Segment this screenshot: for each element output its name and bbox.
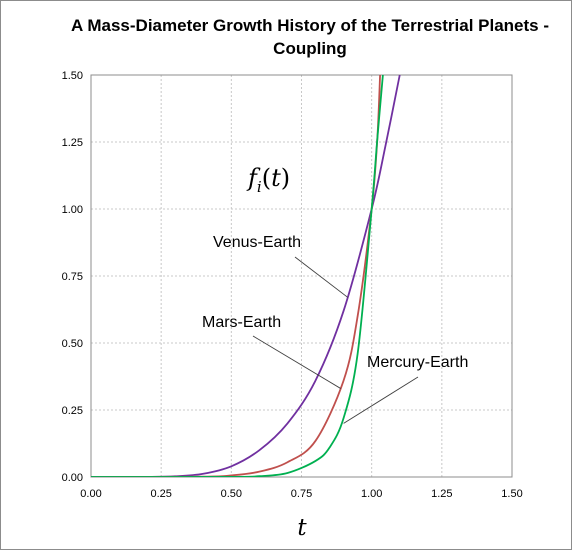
- x-tick-label: 1.50: [501, 488, 522, 500]
- grid-lines: [91, 75, 512, 477]
- y-tick-label: 1.25: [62, 137, 83, 149]
- series-lines: [91, 74, 401, 477]
- series-line-mercury-earth: [91, 74, 384, 477]
- x-tick-label: 0.75: [291, 488, 312, 500]
- y-tick-label: 1.50: [62, 70, 83, 82]
- y-tick-label: 0.00: [62, 472, 83, 484]
- y-tick-label: 0.25: [62, 405, 83, 417]
- x-tick-label: 1.25: [431, 488, 452, 500]
- x-tick-label: 0.25: [150, 488, 171, 500]
- formula-subscript-i: i: [257, 178, 262, 196]
- y-tick-label: 0.50: [62, 338, 83, 350]
- annotation-leader-mars-earth: [252, 335, 342, 389]
- x-tick-label: 0.00: [80, 488, 101, 500]
- annotation-leader-mercury-earth: [343, 376, 419, 424]
- annotations: Venus-Earth Mars-Earth Mercury-Earth: [202, 234, 468, 424]
- chart-title: A Mass-Diameter Growth History of the Te…: [70, 16, 549, 58]
- annotation-mercury-earth: Mercury-Earth: [367, 354, 468, 371]
- annotation-leader-venus-earth: [294, 256, 349, 298]
- formula-args: (: [262, 164, 271, 192]
- y-tick-label: 0.75: [62, 271, 83, 283]
- formula-t: t: [271, 164, 281, 192]
- x-tick-label: 1.00: [361, 488, 382, 500]
- formula-label: fi(t): [246, 164, 290, 196]
- plot-area: [90, 74, 513, 478]
- y-tick-label: 1.00: [62, 204, 83, 216]
- annotation-mars-earth: Mars-Earth: [202, 314, 281, 331]
- annotation-venus-earth: Venus-Earth: [213, 234, 301, 251]
- x-tick-label: 0.50: [221, 488, 242, 500]
- tick-labels: 0.00 0.25 0.50 0.75 1.00 1.25 1.50 0.00 0.25 0.50…: [62, 70, 523, 500]
- formula-close: ): [281, 164, 290, 192]
- series-line-venus-earth: [91, 74, 401, 477]
- x-axis-label: t: [297, 515, 307, 541]
